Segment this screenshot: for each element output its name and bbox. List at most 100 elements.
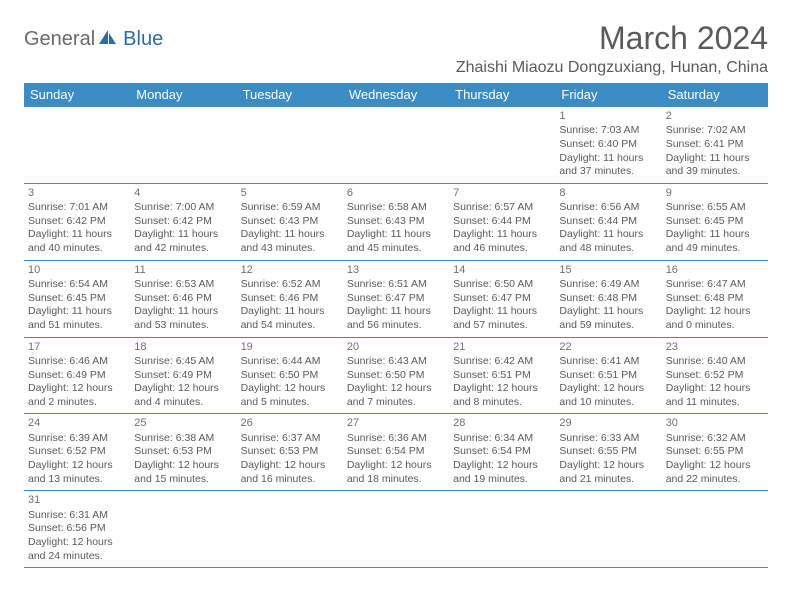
calendar-table: SundayMondayTuesdayWednesdayThursdayFrid… bbox=[24, 83, 768, 568]
day-number: 25 bbox=[134, 416, 232, 430]
calendar-cell: 25 Sunrise: 6:38 AMSunset: 6:53 PMDayligh… bbox=[130, 414, 236, 491]
day-info: Sunrise: 6:51 AMSunset: 6:47 PMDaylight:… bbox=[347, 278, 445, 333]
calendar-cell: 14Sunrise: 6:50 AMSunset: 6:47 PMDayligh… bbox=[449, 260, 555, 337]
day-number: 4 bbox=[134, 186, 232, 200]
calendar-cell bbox=[449, 491, 555, 568]
calendar-cell: 6Sunrise: 6:58 AMSunset: 6:43 PMDaylight… bbox=[343, 183, 449, 260]
calendar-cell bbox=[237, 491, 343, 568]
day-info: Sunrise: 6:57 AMSunset: 6:44 PMDaylight:… bbox=[453, 201, 551, 256]
day-number: 2 bbox=[666, 109, 764, 123]
day-number: 3 bbox=[28, 186, 126, 200]
day-info: Sunrise: 6:58 AMSunset: 6:43 PMDaylight:… bbox=[347, 201, 445, 256]
day-number: 14 bbox=[453, 263, 551, 277]
day-info: Sunrise: 6:33 AMSunset: 6:55 PMDaylight:… bbox=[559, 432, 657, 487]
day-info: Sunrise: 6:53 AMSunset: 6:46 PMDaylight:… bbox=[134, 278, 232, 333]
logo: General Blue bbox=[24, 28, 163, 51]
location: Zhaishi Miaozu Dongzuxiang, Hunan, China bbox=[456, 59, 768, 77]
day-info: Sunrise: 6:49 AMSunset: 6:48 PMDaylight:… bbox=[559, 278, 657, 333]
day-info: Sunrise: 6:47 AMSunset: 6:48 PMDaylight:… bbox=[666, 278, 764, 333]
logo-text-blue: Blue bbox=[123, 28, 163, 51]
calendar-cell: 26 Sunrise: 6:37 AMSunset: 6:53 PMDayligh… bbox=[237, 414, 343, 491]
day-number: 29 bbox=[559, 416, 657, 430]
day-info: Sunrise: 7:03 AMSunset: 6:40 PMDaylight:… bbox=[559, 124, 657, 179]
weekday-header: Friday bbox=[555, 83, 661, 107]
calendar-cell: 23Sunrise: 6:40 AMSunset: 6:52 PMDayligh… bbox=[662, 337, 768, 414]
calendar-cell: 12Sunrise: 6:52 AMSunset: 6:46 PMDayligh… bbox=[237, 260, 343, 337]
calendar-cell bbox=[24, 107, 130, 184]
day-number: 19 bbox=[241, 340, 339, 354]
calendar-cell: 27Sunrise: 6:36 AMSunset: 6:54 PMDayligh… bbox=[343, 414, 449, 491]
calendar-row: 24Sunrise: 6:39 AMSunset: 6:52 PMDayligh… bbox=[24, 414, 768, 491]
calendar-cell: 13Sunrise: 6:51 AMSunset: 6:47 PMDayligh… bbox=[343, 260, 449, 337]
day-info: Sunrise: 7:00 AMSunset: 6:42 PMDaylight:… bbox=[134, 201, 232, 256]
day-number: 21 bbox=[453, 340, 551, 354]
calendar-row: 31Sunrise: 6:31 AMSunset: 6:56 PMDayligh… bbox=[24, 491, 768, 568]
day-info: Sunrise: 6:34 AMSunset: 6:54 PMDaylight:… bbox=[453, 432, 551, 487]
day-number: 15 bbox=[559, 263, 657, 277]
calendar-row: 17Sunrise: 6:46 AMSunset: 6:49 PMDayligh… bbox=[24, 337, 768, 414]
day-info: Sunrise: 6:44 AMSunset: 6:50 PMDaylight:… bbox=[241, 355, 339, 410]
calendar-cell: 30Sunrise: 6:32 AMSunset: 6:55 PMDayligh… bbox=[662, 414, 768, 491]
calendar-cell: 28 Sunrise: 6:34 AMSunset: 6:54 PMDayligh… bbox=[449, 414, 555, 491]
calendar-cell bbox=[662, 491, 768, 568]
calendar-row: 10Sunrise: 6:54 AMSunset: 6:45 PMDayligh… bbox=[24, 260, 768, 337]
day-number: 28 bbox=[453, 416, 551, 430]
calendar-cell bbox=[130, 491, 236, 568]
day-info: Sunrise: 6:36 AMSunset: 6:54 PMDaylight:… bbox=[347, 432, 445, 487]
day-number: 18 bbox=[134, 340, 232, 354]
day-number: 20 bbox=[347, 340, 445, 354]
day-info: Sunrise: 6:54 AMSunset: 6:45 PMDaylight:… bbox=[28, 278, 126, 333]
weekday-header: Tuesday bbox=[237, 83, 343, 107]
day-number: 16 bbox=[666, 263, 764, 277]
calendar-cell: 18Sunrise: 6:45 AMSunset: 6:49 PMDayligh… bbox=[130, 337, 236, 414]
calendar-cell: 17Sunrise: 6:46 AMSunset: 6:49 PMDayligh… bbox=[24, 337, 130, 414]
calendar-cell bbox=[555, 491, 661, 568]
weekday-header: Thursday bbox=[449, 83, 555, 107]
calendar-cell: 9Sunrise: 6:55 AMSunset: 6:45 PMDaylight… bbox=[662, 183, 768, 260]
day-info: Sunrise: 6:41 AMSunset: 6:51 PMDaylight:… bbox=[559, 355, 657, 410]
weekday-header: Sunday bbox=[24, 83, 130, 107]
calendar-cell: 11Sunrise: 6:53 AMSunset: 6:46 PMDayligh… bbox=[130, 260, 236, 337]
day-info: Sunrise: 6:42 AMSunset: 6:51 PMDaylight:… bbox=[453, 355, 551, 410]
day-info: Sunrise: 6:31 AMSunset: 6:56 PMDaylight:… bbox=[28, 509, 126, 564]
day-number: 13 bbox=[347, 263, 445, 277]
day-info: Sunrise: 6:55 AMSunset: 6:45 PMDaylight:… bbox=[666, 201, 764, 256]
day-info: Sunrise: 7:02 AMSunset: 6:41 PMDaylight:… bbox=[666, 124, 764, 179]
day-number: 22 bbox=[559, 340, 657, 354]
calendar-cell: 10Sunrise: 6:54 AMSunset: 6:45 PMDayligh… bbox=[24, 260, 130, 337]
day-number: 5 bbox=[241, 186, 339, 200]
calendar-cell: 15Sunrise: 6:49 AMSunset: 6:48 PMDayligh… bbox=[555, 260, 661, 337]
day-number: 12 bbox=[241, 263, 339, 277]
day-info: Sunrise: 6:37 AMSunset: 6:53 PMDaylight:… bbox=[241, 432, 339, 487]
day-number: 11 bbox=[134, 263, 232, 277]
day-info: Sunrise: 6:45 AMSunset: 6:49 PMDaylight:… bbox=[134, 355, 232, 410]
day-info: Sunrise: 6:32 AMSunset: 6:55 PMDaylight:… bbox=[666, 432, 764, 487]
day-number: 23 bbox=[666, 340, 764, 354]
day-number: 17 bbox=[28, 340, 126, 354]
calendar-cell: 22Sunrise: 6:41 AMSunset: 6:51 PMDayligh… bbox=[555, 337, 661, 414]
day-info: Sunrise: 6:52 AMSunset: 6:46 PMDaylight:… bbox=[241, 278, 339, 333]
day-number: 26 bbox=[241, 416, 339, 430]
sail-icon bbox=[97, 28, 119, 51]
calendar-cell: 2Sunrise: 7:02 AMSunset: 6:41 PMDaylight… bbox=[662, 107, 768, 184]
day-number: 10 bbox=[28, 263, 126, 277]
weekday-header: Saturday bbox=[662, 83, 768, 107]
weekday-header: Monday bbox=[130, 83, 236, 107]
calendar-cell: 4Sunrise: 7:00 AMSunset: 6:42 PMDaylight… bbox=[130, 183, 236, 260]
day-info: Sunrise: 6:46 AMSunset: 6:49 PMDaylight:… bbox=[28, 355, 126, 410]
day-number: 6 bbox=[347, 186, 445, 200]
calendar-cell: 21Sunrise: 6:42 AMSunset: 6:51 PMDayligh… bbox=[449, 337, 555, 414]
day-number: 9 bbox=[666, 186, 764, 200]
calendar-head: SundayMondayTuesdayWednesdayThursdayFrid… bbox=[24, 83, 768, 107]
calendar-cell: 16Sunrise: 6:47 AMSunset: 6:48 PMDayligh… bbox=[662, 260, 768, 337]
calendar-cell: 29 Sunrise: 6:33 AMSunset: 6:55 PMDayligh… bbox=[555, 414, 661, 491]
calendar-cell: 7Sunrise: 6:57 AMSunset: 6:44 PMDaylight… bbox=[449, 183, 555, 260]
day-number: 1 bbox=[559, 109, 657, 123]
day-number: 8 bbox=[559, 186, 657, 200]
calendar-cell: 20Sunrise: 6:43 AMSunset: 6:50 PMDayligh… bbox=[343, 337, 449, 414]
day-number: 7 bbox=[453, 186, 551, 200]
day-number: 24 bbox=[28, 416, 126, 430]
day-info: Sunrise: 6:38 AMSunset: 6:53 PMDaylight:… bbox=[134, 432, 232, 487]
day-info: Sunrise: 6:43 AMSunset: 6:50 PMDaylight:… bbox=[347, 355, 445, 410]
calendar-cell: 1Sunrise: 7:03 AMSunset: 6:40 PMDaylight… bbox=[555, 107, 661, 184]
